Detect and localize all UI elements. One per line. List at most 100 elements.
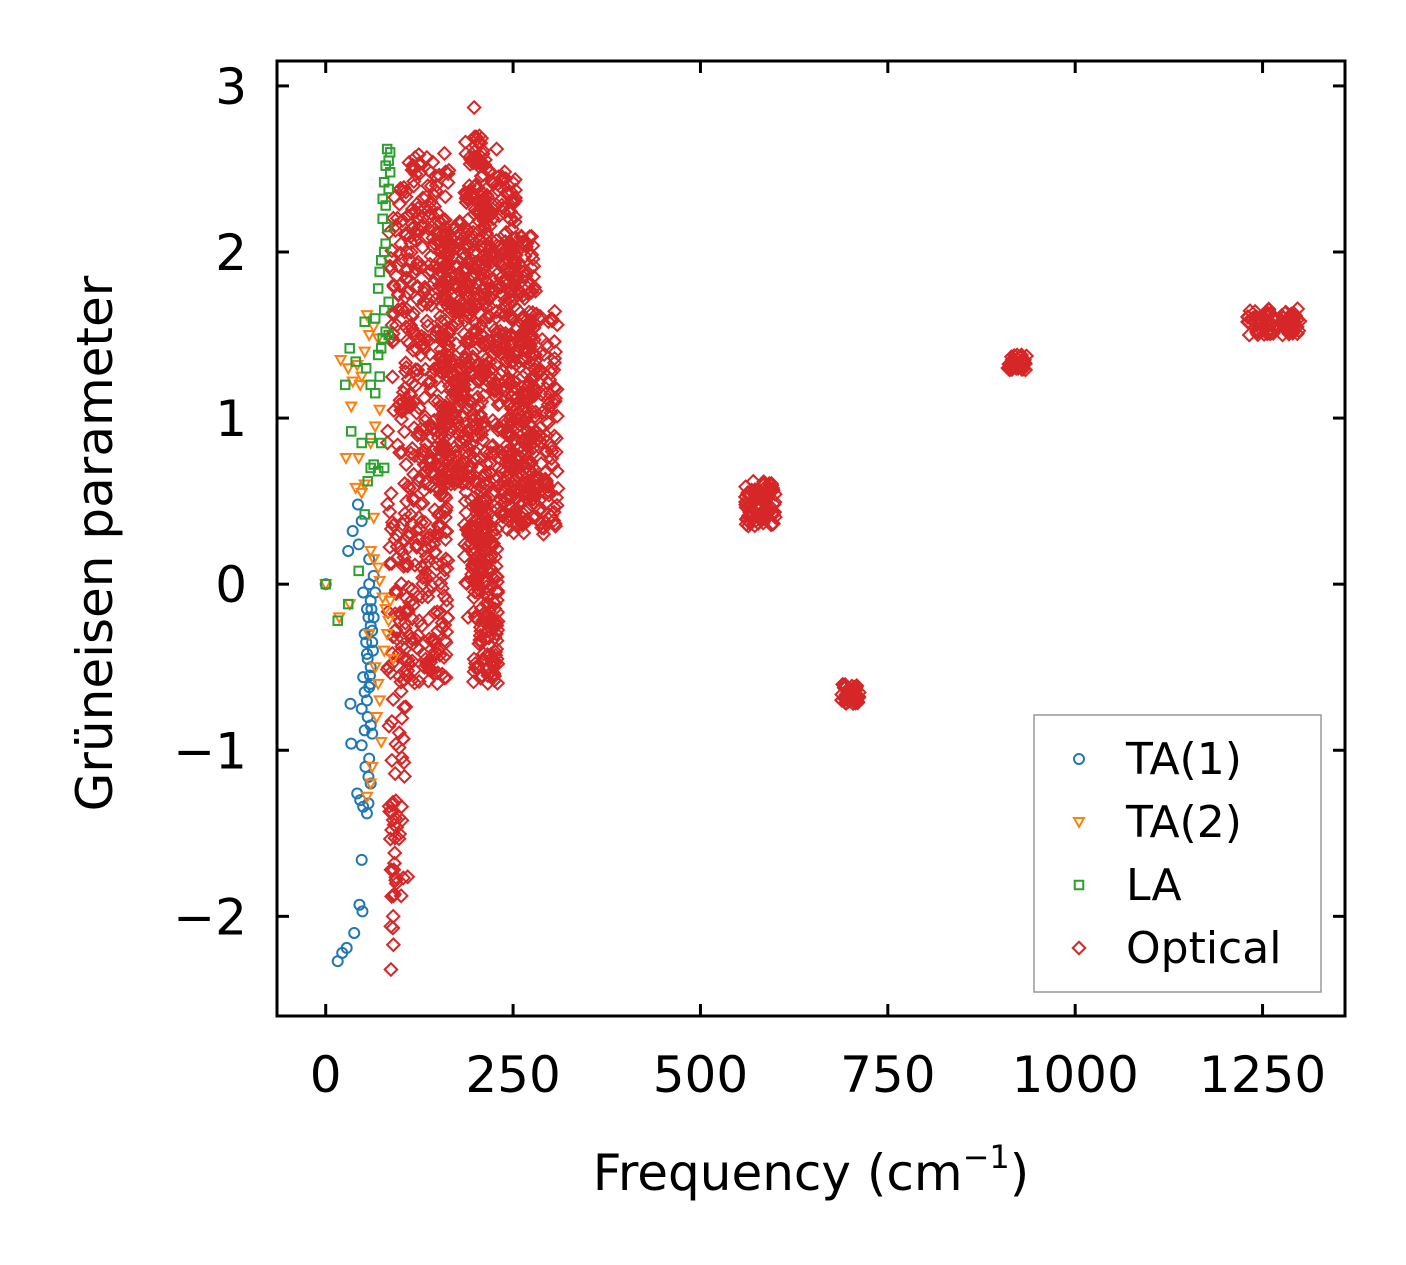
data-point: [354, 487, 369, 500]
data-point: [394, 212, 411, 229]
data-point: [400, 478, 416, 494]
data-point: [476, 328, 492, 345]
data-point: [542, 372, 558, 388]
data-point: [407, 557, 423, 573]
data-point: [383, 595, 397, 608]
data-point: [355, 515, 368, 528]
plot-frame: [275, 59, 1347, 1018]
data-point: [513, 228, 530, 244]
data-point: [407, 631, 423, 647]
data-point: [422, 199, 438, 216]
data-point: [378, 176, 390, 188]
data-point: [457, 219, 473, 235]
data-point: [1292, 313, 1308, 329]
data-point: [430, 260, 446, 276]
data-point: [481, 596, 497, 612]
data-point: [385, 210, 402, 226]
data-point: [458, 433, 474, 449]
data-point: [460, 330, 476, 346]
data-point: [419, 149, 435, 166]
data-point: [548, 444, 564, 460]
data-point: [426, 632, 443, 648]
data-point: [514, 352, 531, 368]
data-point: [393, 683, 409, 699]
data-point: [409, 405, 425, 421]
data-point: [435, 358, 452, 375]
data-point: [535, 503, 551, 519]
data-point: [378, 462, 390, 474]
legend-marker: [1073, 879, 1085, 891]
data-point: [480, 333, 497, 350]
data-point: [480, 675, 496, 691]
data-point: [360, 694, 373, 707]
data-point: [506, 252, 522, 268]
data-point: [516, 413, 533, 430]
data-point: [384, 713, 400, 730]
data-point: [506, 298, 523, 314]
data-point: [368, 662, 382, 675]
legend-label: TA(2): [1125, 797, 1242, 848]
data-point: [428, 177, 445, 194]
data-point: [353, 565, 364, 577]
data-point: [417, 409, 433, 425]
data-point: [506, 398, 522, 414]
data-point: [523, 497, 540, 513]
data-point: [519, 512, 536, 528]
data-point: [500, 375, 516, 392]
data-point: [476, 387, 492, 404]
data-point: [459, 261, 475, 278]
data-point: [365, 603, 378, 616]
data-point: [407, 232, 423, 248]
data-point: [413, 426, 429, 443]
data-point: [741, 514, 758, 531]
data-point: [341, 363, 355, 376]
data-point: [334, 354, 348, 368]
data-point: [467, 281, 484, 297]
data-point: [386, 855, 403, 871]
data-point: [477, 240, 493, 256]
data-point: [388, 872, 404, 888]
y-tick-label: −2: [173, 888, 247, 946]
x-tick-label: 1250: [1199, 1046, 1326, 1104]
y-tick-label: 2: [215, 224, 247, 282]
data-point: [405, 490, 421, 506]
data-point: [380, 160, 391, 171]
data-point: [411, 155, 427, 172]
data-point: [522, 284, 538, 301]
data-point: [513, 397, 529, 414]
data-point: [433, 487, 449, 503]
data-point: [403, 507, 419, 523]
data-point: [461, 441, 477, 457]
data-point: [460, 609, 476, 626]
data-point: [380, 423, 396, 439]
data-point: [416, 330, 433, 347]
data-point: [394, 710, 410, 726]
data-point: [383, 918, 399, 934]
data-point: [471, 635, 487, 652]
data-point: [360, 310, 374, 323]
data-point: [437, 461, 453, 477]
data-point: [1254, 308, 1270, 324]
data-point: [478, 181, 494, 197]
data-point: [440, 166, 456, 182]
data-point: [449, 315, 466, 331]
data-point: [398, 271, 415, 288]
x-axis-title-superscript: −1: [963, 1138, 1010, 1176]
data-point: [356, 905, 369, 918]
data-point: [384, 514, 401, 530]
data-point: [476, 190, 492, 207]
data-point: [433, 341, 449, 357]
data-point: [1015, 361, 1031, 377]
data-point: [466, 574, 482, 591]
data-point: [742, 487, 759, 503]
data-point: [503, 293, 520, 310]
data-point: [447, 239, 463, 255]
data-point: [478, 274, 495, 290]
data-point: [475, 646, 492, 662]
data-point: [850, 688, 867, 705]
data-point: [502, 347, 519, 364]
data-point: [472, 619, 489, 635]
data-point: [476, 420, 493, 436]
legend-entry-ta-2-: TA(2): [1072, 797, 1242, 848]
